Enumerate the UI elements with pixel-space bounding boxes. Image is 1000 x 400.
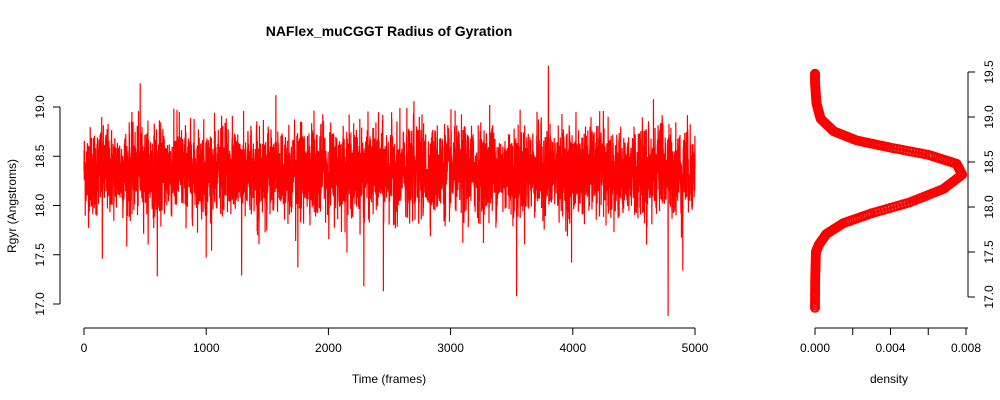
y-tick-label: 18.5	[33, 144, 47, 168]
y-tick-label: 17.0	[33, 292, 47, 316]
x-ticks: 0 1000 2000 3000 4000 5000	[81, 328, 709, 355]
density-y-tick-label: 17.0	[982, 285, 996, 309]
density-y-tick-label: 18.0	[982, 195, 996, 219]
x-tick-label: 3000	[437, 341, 464, 355]
chart-title: NAFlex_muCGGT Radius of Gyration	[266, 23, 513, 39]
density-point	[810, 68, 820, 79]
density-x-tick-label: 0.000	[800, 341, 830, 355]
x-tick-label: 5000	[682, 341, 709, 355]
density-y-tick-label: 18.5	[982, 150, 996, 174]
x-tick-label: 0	[81, 341, 88, 355]
x-tick-label: 1000	[193, 341, 220, 355]
density-x-tick-label: 0.008	[951, 341, 981, 355]
y-tick-label: 19.0	[33, 95, 47, 119]
rgyr-series-line	[83, 65, 696, 316]
y-ticks: 17.0 17.5 18.0 18.5 19.0	[33, 95, 60, 316]
x-axis-label: Time (frames)	[352, 372, 426, 386]
density-x-ticks: 0.000 0.004 0.008	[800, 328, 981, 355]
x-tick-label: 4000	[559, 341, 586, 355]
density-curve-group	[810, 68, 968, 313]
y-tick-label: 18.0	[33, 193, 47, 217]
density-panel: 17.0 17.5 18.0 18.5 19.0 19.5 0.000 0.004 0.008…	[800, 60, 996, 386]
density-y-tick-label: 19.5	[982, 60, 996, 84]
x-tick-label: 2000	[315, 341, 342, 355]
density-x-tick-label: 0.004	[875, 341, 905, 355]
y-tick-label: 17.5	[33, 243, 47, 267]
density-x-axis-label: density	[870, 372, 908, 386]
density-y-ticks: 17.0 17.5 18.0 18.5 19.0 19.5	[968, 60, 996, 309]
density-y-tick-label: 17.5	[982, 240, 996, 264]
time-series-panel: 17.0 17.5 18.0 18.5 19.0 0 1000 2000 3000 4000 50…	[5, 65, 709, 386]
y-axis-label: Rgyr (Angstroms)	[5, 159, 19, 253]
rgyr-series-group	[83, 65, 696, 316]
density-y-tick-label: 19.0	[982, 105, 996, 129]
